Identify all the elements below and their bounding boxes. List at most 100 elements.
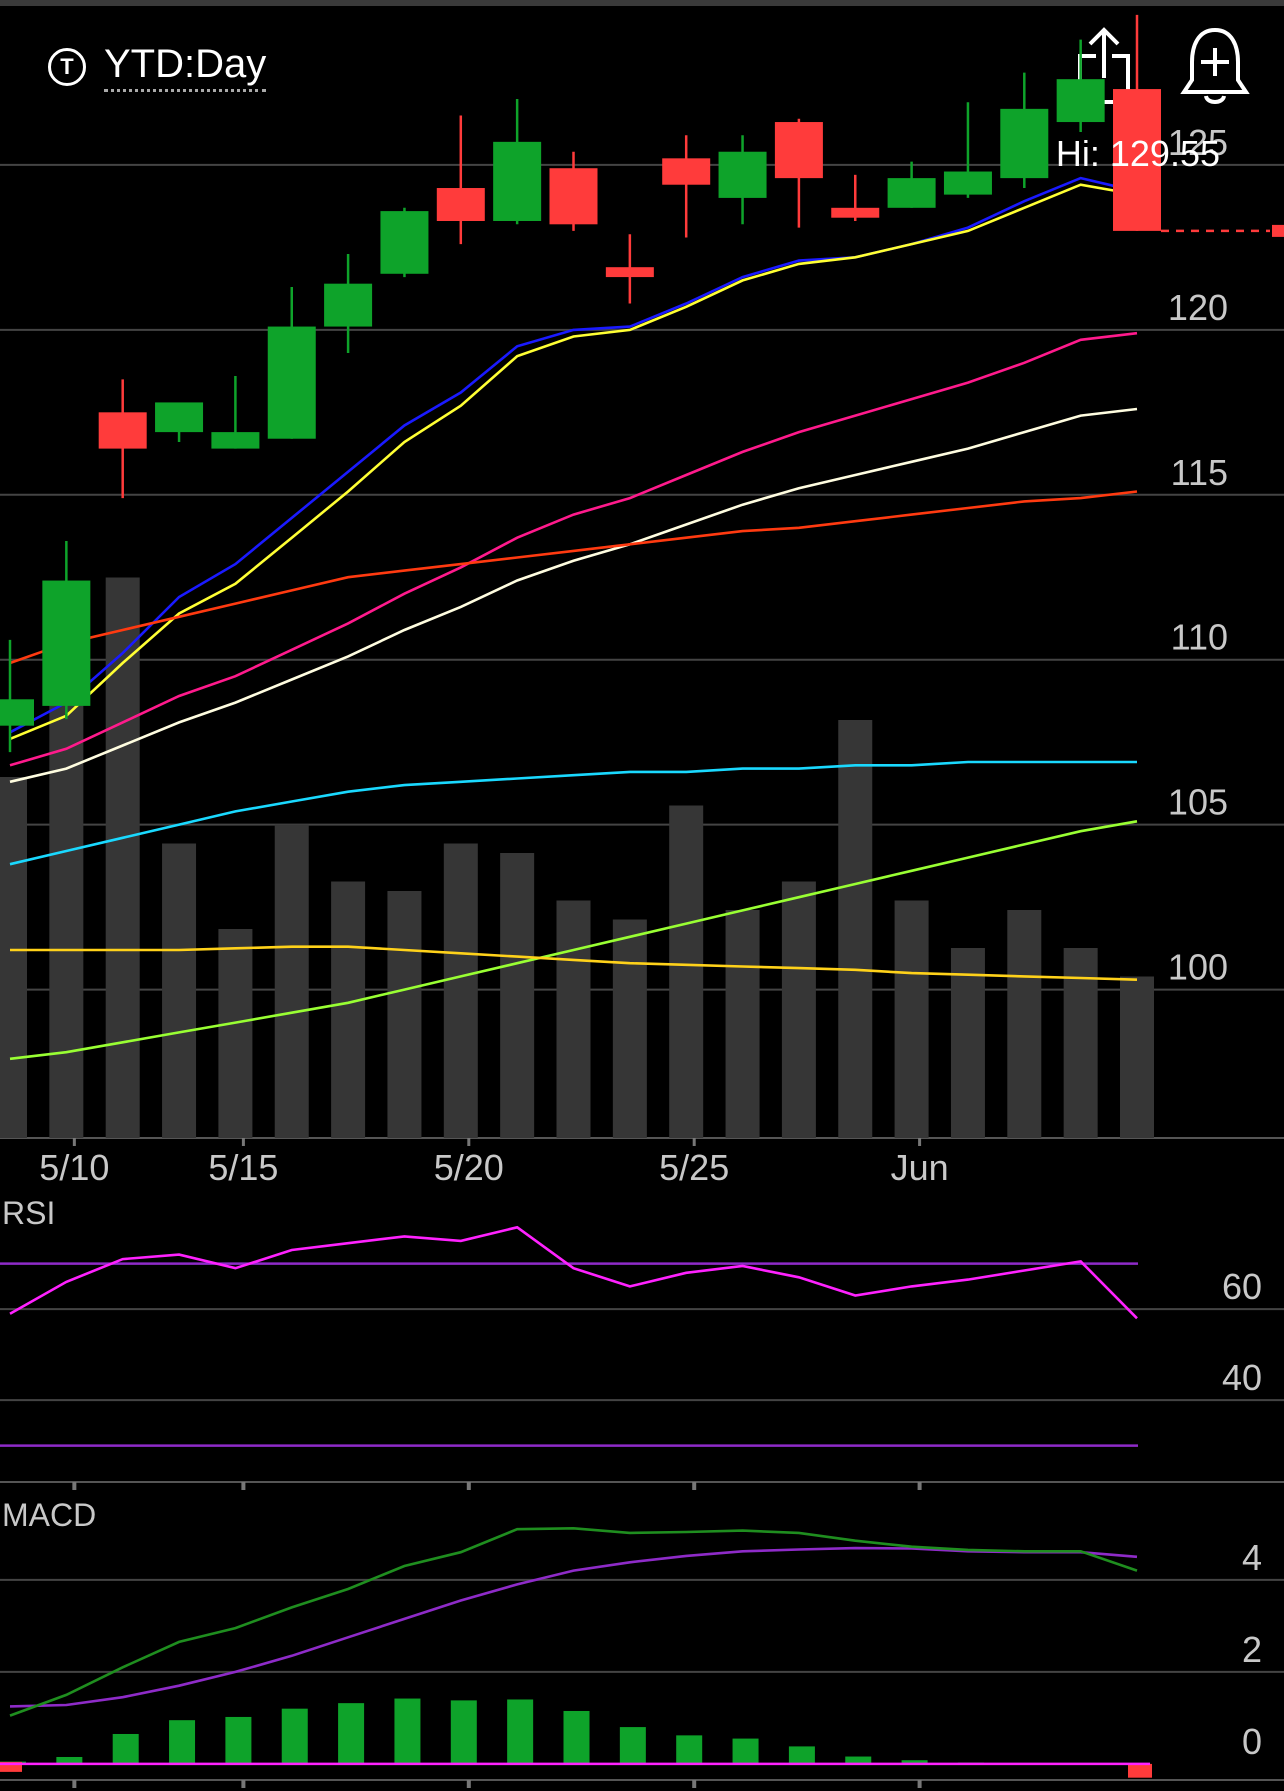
macd-histogram-bar [450,1700,477,1764]
volume-bar [274,824,309,1138]
moving-average-line [9,331,1138,767]
top-divider [0,0,1284,6]
moving-average-line [10,945,1138,981]
candle-body [662,158,711,185]
price-tick-label: 100 [1168,947,1228,988]
macd-histogram-bar [901,1760,928,1764]
volume-bar [0,777,27,1138]
volume-bar [331,881,366,1138]
macd-tick-label: 0 [1242,1721,1262,1762]
candlesticks [0,14,1284,753]
macd-histogram-bar [281,1708,308,1764]
candle-body [155,402,204,433]
macd-tick-label: 4 [1242,1537,1262,1578]
candle-body [1056,79,1105,123]
moving-average-line [9,176,1138,734]
candle-body [0,699,34,726]
macd-histogram-bar [56,1756,83,1764]
price-tick-label: 110 [1171,617,1228,658]
moving-average-line [9,490,1138,665]
date-tick-label: 5/25 [659,1147,729,1188]
candle-body [605,267,654,278]
macd-histogram-bar [112,1733,139,1764]
candle-body [1113,89,1161,231]
macd-histogram-bar [0,1761,22,1772]
macd-histogram-bar [676,1735,703,1764]
volume-bar [725,910,760,1138]
candle-body [42,580,91,706]
candle-body [98,412,147,449]
rsi-panel: 60 40 [0,1225,1284,1490]
volume-bar [838,720,873,1138]
candle-body [211,432,260,449]
candle-body [549,168,598,225]
macd-panel: 4 2 0 [0,1526,1284,1788]
volume-bar [950,948,985,1138]
candle-body [324,283,373,327]
macd-histogram-bar [225,1716,252,1764]
macd-histogram-bar [619,1727,646,1764]
candle-body [774,122,823,179]
moving-average-line [9,183,1138,741]
macd-tick-label: 2 [1242,1629,1262,1670]
candle-body [718,151,767,198]
macd-histogram-bar [732,1738,759,1764]
macd-histogram-bar [1128,1763,1152,1778]
moving-average-line [9,820,1138,1061]
volume-bar [218,929,253,1138]
candle-body [1000,108,1049,179]
rsi-tick-label: 60 [1222,1266,1262,1307]
volume-bar [162,843,197,1138]
macd-histogram-bar [169,1720,196,1764]
timeframe-icon: T [48,48,86,86]
price-tick-label: 105 [1168,782,1228,823]
volume-bar [556,900,591,1138]
volume-bar [1120,976,1154,1138]
moving-average-line [9,760,1137,866]
volume-bar [443,843,478,1138]
rsi-tick-label: 40 [1222,1357,1262,1398]
price-tick-label: 120 [1168,287,1228,328]
price-tick-label: 125 [1168,122,1228,163]
last-price-marker [1272,224,1284,237]
volume-bar [1007,910,1042,1138]
candle-body [493,141,542,222]
volume-bar [669,805,704,1138]
header-bar: T YTD:Day [0,0,1284,120]
volume-bar [1063,948,1098,1138]
rsi-line [9,1225,1138,1320]
candle-body [887,178,936,208]
date-tick-label: 5/15 [208,1147,278,1188]
volume-bars [0,577,1154,1138]
timeframe-label: YTD:Day [104,42,267,92]
candle-body [436,188,485,222]
date-axis: 5/10 5/15 5/20 5/25 Jun [39,1138,949,1188]
high-price-label: Hi: 129.55 [1056,133,1220,174]
price-axis: 125 120 115 110 105 100 [1168,122,1228,988]
date-tick-label: 5/10 [39,1147,109,1188]
timeframe-selector[interactable]: T YTD:Day [48,42,267,92]
macd-histogram-bar [394,1698,421,1764]
volume-bar [894,900,929,1138]
macd-histogram-bar [338,1703,365,1764]
macd-histogram-bar [563,1710,590,1764]
macd-line [9,1526,1138,1717]
volume-bar [387,891,422,1138]
moving-average-line [9,407,1138,784]
rsi-title: RSI [2,1195,55,1231]
price-tick-label: 115 [1171,452,1228,493]
macd-histogram-bar [788,1746,815,1764]
candle-body [380,211,429,274]
date-tick-label: 5/20 [434,1147,504,1188]
date-tick-label: Jun [891,1147,949,1188]
add-alert-bell-icon[interactable] [1180,24,1250,108]
volume-bar [612,919,647,1138]
macd-histogram-bar [507,1699,534,1764]
macd-histogram-bar [845,1756,872,1764]
candle-body [267,326,316,439]
macd-title: MACD [2,1497,96,1533]
macd-signal-line [9,1546,1138,1708]
volume-bar [781,881,816,1138]
candle-body [831,207,880,218]
